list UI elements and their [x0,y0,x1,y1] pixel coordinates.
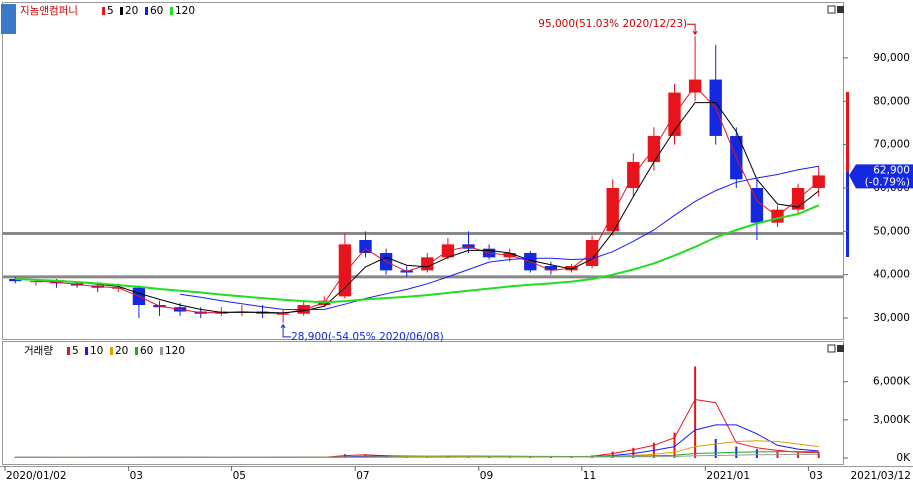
moving-average [56,102,820,314]
legend-label: 120 [175,5,195,17]
legend-swatch [102,7,105,15]
window-button[interactable] [837,6,844,13]
volume-bar [817,452,820,458]
side-tab[interactable] [1,4,16,34]
moving-average [180,165,819,311]
window-button[interactable] [827,344,836,353]
volume-bar [673,432,676,458]
y-tick-label: 30,000 [873,312,910,324]
legend-swatch [120,7,123,15]
candle-body [421,257,434,271]
candle-body [812,175,825,188]
x-tick-label: 11 [583,470,596,482]
last-date: 2021/03/12 [850,470,911,482]
x-tick-label: 03 [809,470,822,482]
window-button[interactable] [827,5,836,14]
legend-swatch [85,347,88,355]
volume-bar [797,452,800,458]
candle-body [276,313,290,315]
y-tick-label: 40,000 [873,269,910,281]
x-tick-label: 2021/01 [706,470,750,482]
moving-average [15,204,820,304]
last-change: (-0.79%) [865,176,910,188]
legend-label: 5 [107,5,114,17]
x-tick-label: 03 [130,470,143,482]
y-tick-label: 80,000 [873,95,910,107]
volume-bar [632,447,635,458]
window-button[interactable] [837,345,844,352]
volume-title: 거래량 [24,345,53,357]
candle-body [750,187,764,223]
x-tick-label: 05 [233,470,246,482]
legend-swatch [170,7,173,15]
legend-label: 20 [125,5,138,17]
annotation-arrow [280,323,292,338]
legend-label: 60 [150,5,163,17]
last-price-box [849,164,913,189]
candle-body [338,244,352,297]
legend-swatch [110,347,113,355]
x-tick-label: 2020/01/02 [6,470,67,482]
volume-panel-frame [2,341,844,465]
legend-swatch [135,347,138,355]
y-tick-label: 90,000 [873,52,910,64]
volume-bar [611,451,614,458]
legend-swatch [67,347,70,355]
x-tick-label: 07 [356,470,369,482]
legend-swatch [160,347,163,355]
legend-label: 5 [72,345,79,357]
legend-swatch [145,7,148,15]
chart-title: 지놈앤컴퍼니 [20,5,78,17]
y-tick-label: 70,000 [873,139,910,151]
candle-body [9,279,22,282]
x-tick-label: 09 [480,470,493,482]
price-panel-frame [2,2,844,340]
volume-bar [714,438,717,458]
moving-average [15,453,819,458]
y-tick-label: 3,000K [873,414,911,426]
y-tick-label: 0K [896,452,911,464]
legend-label: 20 [115,345,128,357]
y-tick-label: 6,000K [873,376,911,388]
volume-bar [694,366,697,458]
volume-bar [755,449,758,458]
range-bar [846,92,849,172]
legend-label: 60 [140,345,153,357]
min-annotation: 28,900(-54.05% 2020/06/08) [291,331,444,343]
range-bar [846,172,849,257]
legend-label: 120 [165,345,185,357]
legend-label: 10 [90,345,103,357]
candle-body [544,266,558,271]
moving-average [35,85,820,315]
max-annotation: 95,000(51.03% 2020/12/23) [538,18,687,30]
candle-body [359,240,372,254]
annotation-arrow [687,23,698,36]
last-price: 62,900 [873,164,910,176]
y-tick-label: 50,000 [873,225,910,237]
